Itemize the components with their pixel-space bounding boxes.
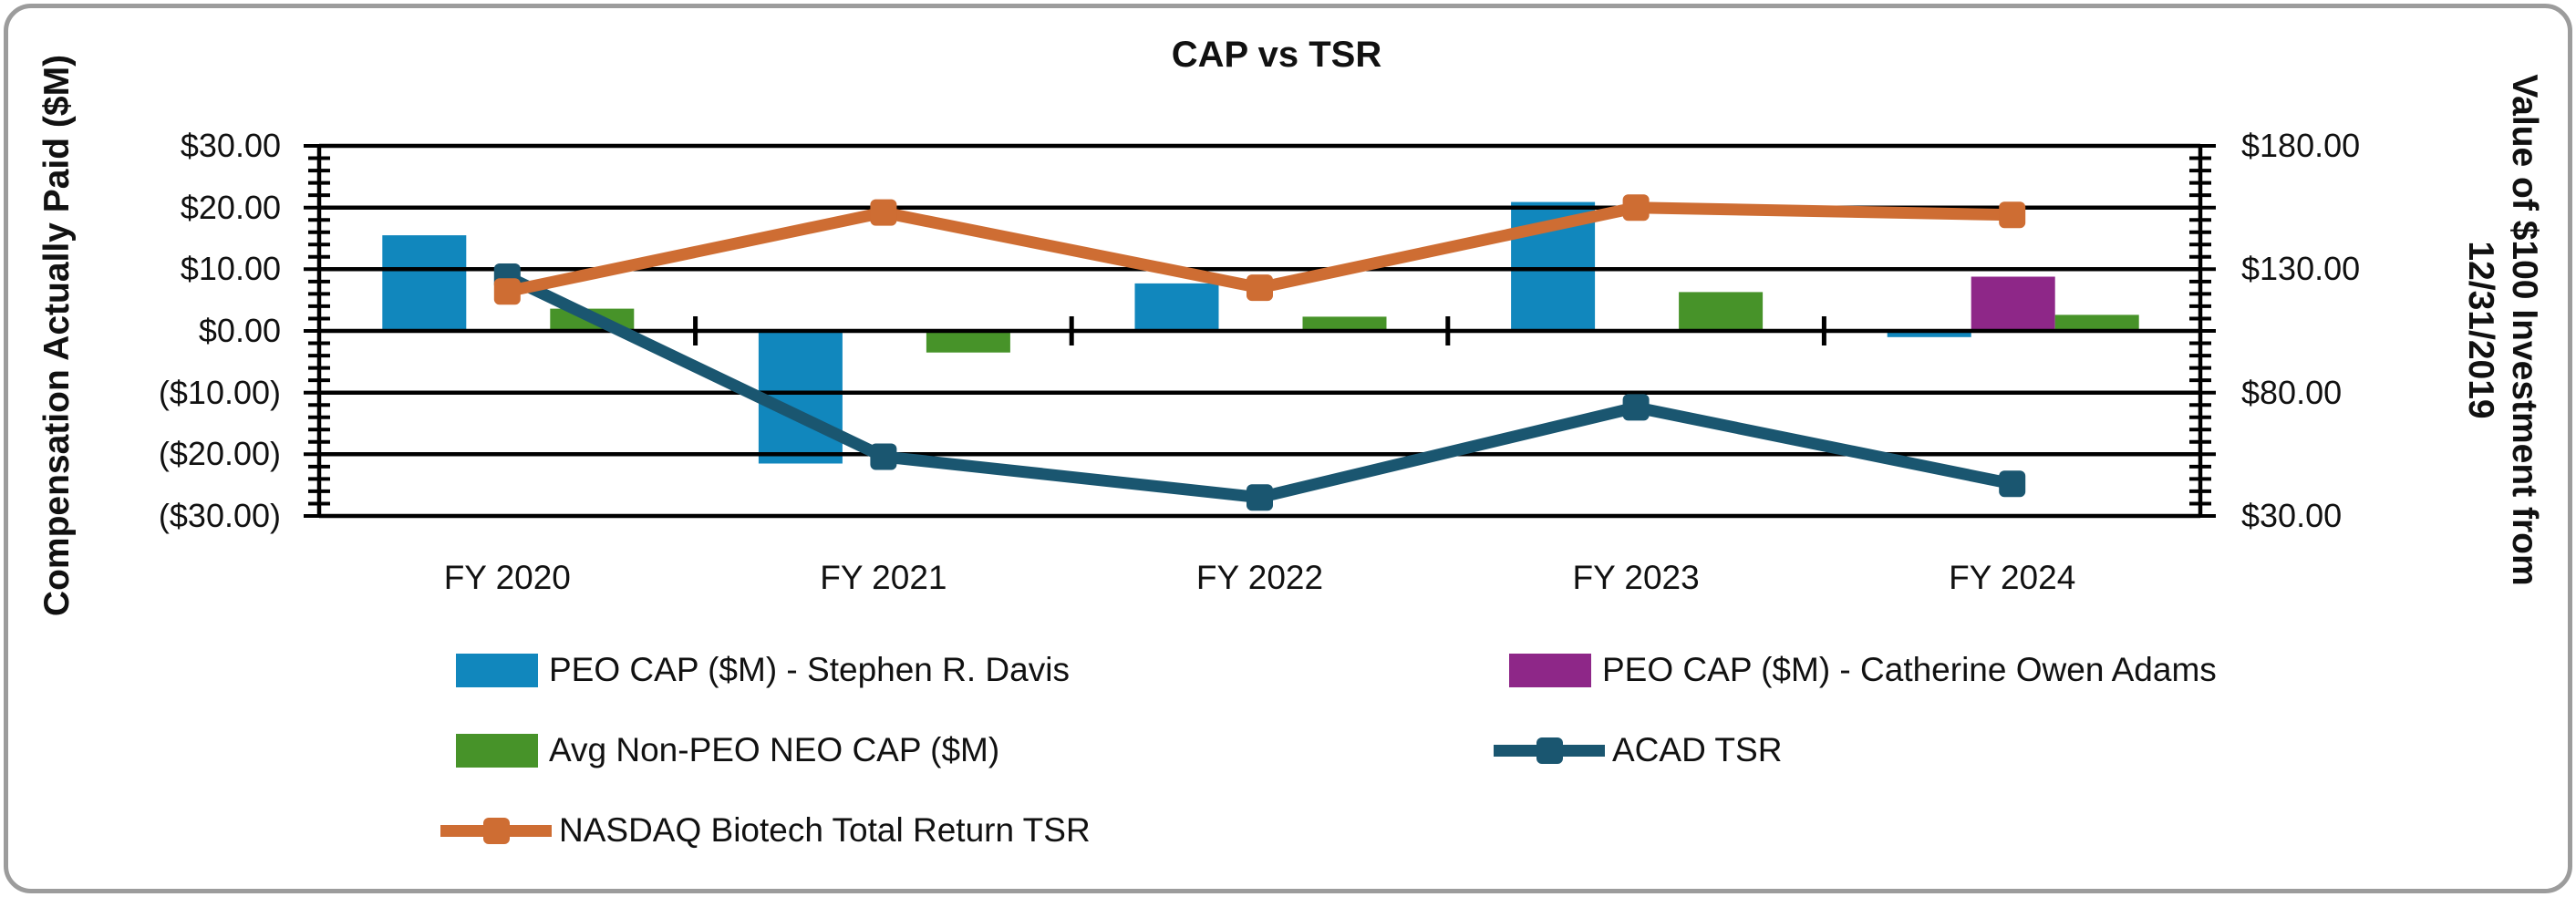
legend-item-avg-non-peo-neo-cap: Avg Non-PEO NEO CAP ($M) xyxy=(456,729,999,771)
legend-swatch-peo-cap-davis xyxy=(456,653,538,687)
marker-0-3 xyxy=(1622,394,1650,421)
right-axis-tick-label: $130.00 xyxy=(2241,250,2361,288)
bar-2-2 xyxy=(1302,316,1387,331)
marker-1-1 xyxy=(870,199,897,226)
chart-title: CAP vs TSR xyxy=(1171,35,1382,75)
bar-0-4 xyxy=(1887,331,1971,337)
marker-0-4 xyxy=(1999,470,2026,498)
legend-label-avg-non-peo-neo-cap: Avg Non-PEO NEO CAP ($M) xyxy=(549,731,1000,768)
marker-1-3 xyxy=(1622,194,1650,222)
legend-line-marker-acad-tsr xyxy=(1494,729,1605,771)
line-series-0 xyxy=(501,271,2019,504)
bar-2-3 xyxy=(1679,292,1764,331)
legend-item-acad-tsr: ACAD TSR xyxy=(1494,729,1782,771)
left-axis-tick-label: $0.00 xyxy=(198,312,281,349)
x-axis-category-label: FY 2020 xyxy=(443,559,571,596)
bar-2-1 xyxy=(926,331,1010,353)
right-axis-tick-label: $180.00 xyxy=(2241,127,2361,164)
bar-0-2 xyxy=(1134,283,1219,331)
marker-0-1 xyxy=(870,443,897,470)
right-axis-tick-label: $30.00 xyxy=(2241,497,2343,534)
legend-item-peo-cap-adams: PEO CAP ($M) - Catherine Owen Adams xyxy=(1509,649,2217,691)
legend-line-marker-nasdaq-biotech-tsr xyxy=(440,809,552,851)
marker-0-2 xyxy=(1247,484,1273,511)
left-axis-tick-label: $30.00 xyxy=(180,127,281,164)
legend-swatch-peo-cap-adams xyxy=(1509,653,1591,687)
legend-label-acad-tsr: ACAD TSR xyxy=(1612,731,1783,768)
legend-item-nasdaq-biotech-tsr: NASDAQ Biotech Total Return TSR xyxy=(440,809,1091,851)
left-axis-tick-label: ($10.00) xyxy=(158,373,281,411)
legend-swatch-avg-non-peo-neo-cap xyxy=(456,733,538,768)
legend-label-nasdaq-biotech-tsr: NASDAQ Biotech Total Return TSR xyxy=(559,811,1091,849)
left-axis-tick-label: ($20.00) xyxy=(158,435,281,473)
x-axis-category-label: FY 2021 xyxy=(820,559,947,596)
marker-1-0 xyxy=(493,278,521,305)
x-axis-category-label: FY 2024 xyxy=(1949,559,2076,596)
x-axis-category-label: FY 2023 xyxy=(1572,559,1700,596)
left-axis-tick-label: ($30.00) xyxy=(158,497,281,534)
marker-1-2 xyxy=(1247,274,1273,302)
marker-1-4 xyxy=(1999,201,2026,229)
legend-label-peo-cap-davis: PEO CAP ($M) - Stephen R. Davis xyxy=(549,651,1070,688)
bar-0-0 xyxy=(382,235,467,331)
left-axis-tick-label: $10.00 xyxy=(180,250,281,288)
left-axis-tick-label: $20.00 xyxy=(180,188,281,226)
right-axis-tick-label: $80.00 xyxy=(2241,373,2343,411)
bar-2-4 xyxy=(2054,314,2139,331)
bar-1-4 xyxy=(1971,276,2055,331)
legend-label-peo-cap-adams: PEO CAP ($M) - Catherine Owen Adams xyxy=(1602,651,2217,688)
x-axis-category-label: FY 2022 xyxy=(1195,559,1324,596)
legend-item-peo-cap-davis: PEO CAP ($M) - Stephen R. Davis xyxy=(456,649,1070,691)
